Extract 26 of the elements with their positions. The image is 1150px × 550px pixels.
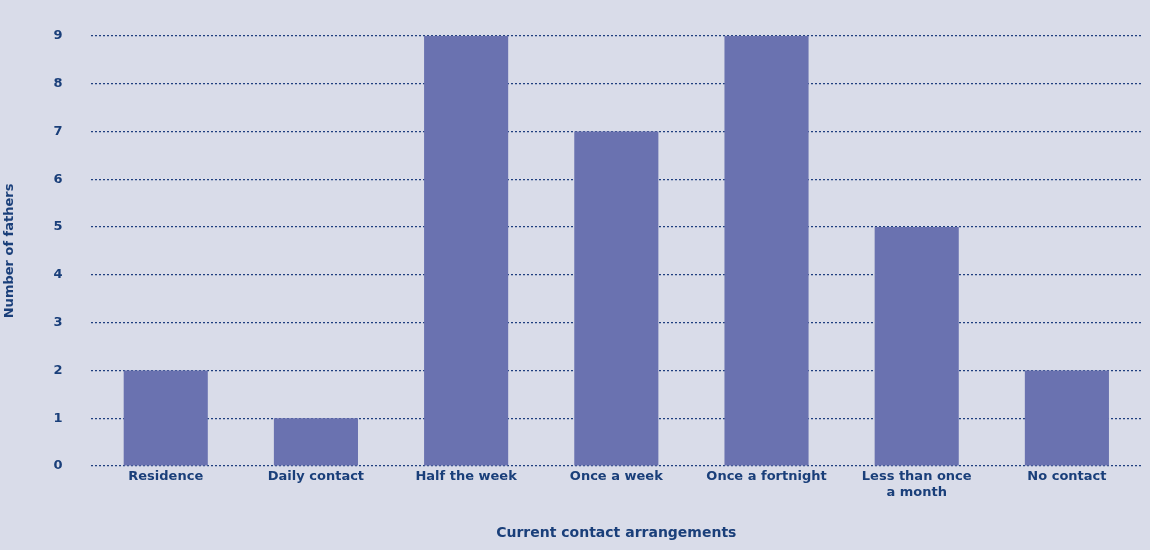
x-tick-label: Once a week xyxy=(569,468,664,484)
x-tick-label: Once a fortnight xyxy=(706,468,827,484)
bar xyxy=(123,370,208,466)
x-axis-title: Current contact arrangements xyxy=(496,524,737,541)
y-tick-label: 6 xyxy=(53,170,63,186)
y-axis-title: Number of fathers xyxy=(1,183,17,319)
bar xyxy=(724,35,809,466)
bar xyxy=(574,131,659,466)
x-tick-label: Daily contact xyxy=(267,468,365,484)
y-tick-label: 1 xyxy=(53,409,63,425)
y-tick-label: 4 xyxy=(53,266,63,282)
bar xyxy=(874,227,959,466)
y-tick-label: 2 xyxy=(53,361,63,377)
y-tick-label: 5 xyxy=(53,218,63,234)
bar xyxy=(1024,370,1109,466)
y-tick-label: 7 xyxy=(53,122,63,138)
x-tick-label: No contact xyxy=(1027,468,1107,484)
y-tick-label: 0 xyxy=(53,457,63,473)
bar xyxy=(424,35,509,466)
y-tick-label: 8 xyxy=(53,74,63,90)
x-tick-label: Less than once a month xyxy=(861,468,972,499)
x-tick-label: Residence xyxy=(128,468,204,484)
y-tick-label: 3 xyxy=(53,313,63,329)
x-tick-label: Half the week xyxy=(415,468,518,484)
y-tick-label: 9 xyxy=(53,27,63,43)
bar xyxy=(273,418,358,466)
